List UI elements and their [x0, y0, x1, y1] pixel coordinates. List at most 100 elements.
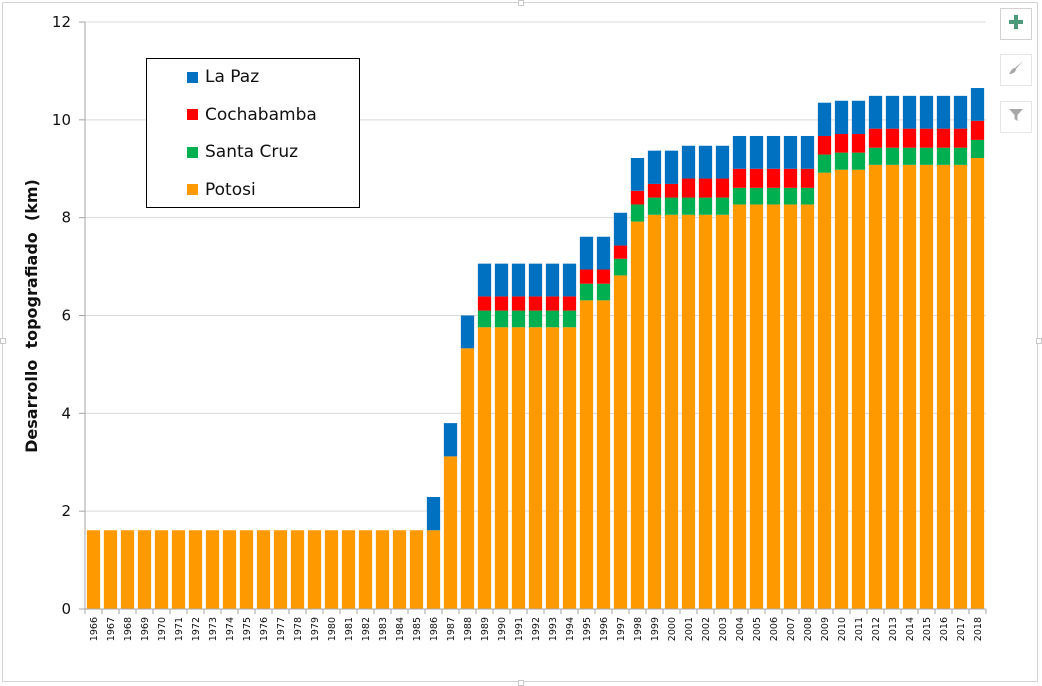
bar-segment-cochabamba[interactable] — [749, 168, 764, 188]
bar-segment-cochabamba[interactable] — [800, 168, 815, 188]
bar-segment-potosi[interactable] — [188, 530, 203, 609]
bar-segment-santa-cruz[interactable] — [562, 310, 577, 328]
bar-segment-potosi[interactable] — [664, 214, 679, 609]
bar-segment-potosi[interactable] — [902, 164, 917, 609]
bar-segment-santa-cruz[interactable] — [579, 283, 594, 301]
bar-segment-potosi[interactable] — [953, 164, 968, 609]
bar-segment-potosi[interactable] — [834, 169, 849, 609]
bar-segment-la-paz[interactable] — [511, 263, 526, 297]
bar-segment-cochabamba[interactable] — [613, 245, 628, 259]
bar-segment-cochabamba[interactable] — [528, 296, 543, 311]
bar-segment-potosi[interactable] — [494, 327, 509, 609]
bar-segment-potosi[interactable] — [154, 530, 169, 609]
bar-segment-la-paz[interactable] — [817, 102, 832, 136]
bar-segment-potosi[interactable] — [885, 164, 900, 609]
legend[interactable]: La Paz Cochabamba Santa Cruz Potosi — [146, 58, 360, 208]
bar-segment-potosi[interactable] — [851, 169, 866, 609]
bar-segment-santa-cruz[interactable] — [715, 197, 730, 215]
legend-item-la-paz[interactable]: La Paz — [187, 66, 259, 88]
bar-segment-la-paz[interactable] — [715, 145, 730, 179]
bar-segment-cochabamba[interactable] — [817, 135, 832, 155]
bar-segment-potosi[interactable] — [460, 348, 475, 609]
bar-segment-la-paz[interactable] — [749, 135, 764, 169]
bar-segment-potosi[interactable] — [528, 327, 543, 609]
resize-handle-left[interactable] — [0, 338, 6, 344]
bar-segment-la-paz[interactable] — [698, 145, 713, 179]
bar-segment-santa-cruz[interactable] — [970, 139, 985, 158]
bar-segment-la-paz[interactable] — [596, 236, 611, 270]
bar-segment-potosi[interactable] — [613, 275, 628, 609]
bar-segment-santa-cruz[interactable] — [664, 197, 679, 215]
bar-segment-santa-cruz[interactable] — [732, 187, 747, 205]
bar-segment-la-paz[interactable] — [953, 95, 968, 129]
bar-segment-santa-cruz[interactable] — [902, 147, 917, 165]
bar-segment-potosi[interactable] — [511, 327, 526, 609]
resize-handle-right[interactable] — [1036, 338, 1042, 344]
bar-segment-potosi[interactable] — [443, 456, 458, 609]
bar-segment-potosi[interactable] — [681, 214, 696, 609]
bar-segment-potosi[interactable] — [766, 204, 781, 609]
bar-segment-potosi[interactable] — [596, 300, 611, 609]
bar-segment-la-paz[interactable] — [562, 263, 577, 297]
bar-segment-cochabamba[interactable] — [579, 269, 594, 284]
bar-segment-la-paz[interactable] — [834, 100, 849, 135]
bar-segment-santa-cruz[interactable] — [783, 187, 798, 205]
bar-segment-potosi[interactable] — [800, 204, 815, 609]
bar-segment-cochabamba[interactable] — [953, 128, 968, 148]
bar-segment-cochabamba[interactable] — [477, 296, 492, 311]
bar-segment-la-paz[interactable] — [613, 212, 628, 246]
bar-segment-potosi[interactable] — [817, 172, 832, 609]
bar-segment-santa-cruz[interactable] — [613, 258, 628, 276]
bar-segment-santa-cruz[interactable] — [800, 187, 815, 205]
legend-item-santa-cruz[interactable]: Santa Cruz — [187, 141, 298, 163]
bar-segment-la-paz[interactable] — [494, 263, 509, 297]
bar-segment-santa-cruz[interactable] — [953, 147, 968, 165]
bar-segment-potosi[interactable] — [647, 214, 662, 609]
bar-segment-potosi[interactable] — [749, 204, 764, 609]
bar-segment-potosi[interactable] — [171, 530, 186, 609]
bar-segment-cochabamba[interactable] — [919, 128, 934, 148]
bar-segment-santa-cruz[interactable] — [834, 152, 849, 170]
bar-segment-santa-cruz[interactable] — [647, 197, 662, 215]
bar-segment-la-paz[interactable] — [885, 95, 900, 129]
bar-segment-cochabamba[interactable] — [511, 296, 526, 311]
bar-segment-santa-cruz[interactable] — [698, 197, 713, 215]
bar-segment-potosi[interactable] — [919, 164, 934, 609]
bar-segment-la-paz[interactable] — [902, 95, 917, 129]
bar-segment-santa-cruz[interactable] — [596, 283, 611, 301]
bar-segment-cochabamba[interactable] — [596, 269, 611, 284]
bar-segment-potosi[interactable] — [630, 221, 645, 609]
bar-segment-potosi[interactable] — [137, 530, 152, 609]
bar-segment-cochabamba[interactable] — [732, 168, 747, 188]
bar-segment-cochabamba[interactable] — [545, 296, 560, 311]
bar-segment-potosi[interactable] — [375, 530, 390, 609]
bar-segment-potosi[interactable] — [103, 530, 118, 609]
bar-segment-potosi[interactable] — [307, 530, 322, 609]
bar-segment-santa-cruz[interactable] — [919, 147, 934, 165]
bar-segment-la-paz[interactable] — [732, 135, 747, 169]
bar-segment-potosi[interactable] — [120, 530, 135, 609]
bar-segment-potosi[interactable] — [205, 530, 220, 609]
bar-segment-potosi[interactable] — [562, 327, 577, 609]
bar-segment-santa-cruz[interactable] — [885, 147, 900, 165]
bar-segment-santa-cruz[interactable] — [630, 204, 645, 222]
resize-handle-bottom[interactable] — [518, 680, 524, 686]
bar-segment-potosi[interactable] — [222, 530, 237, 609]
bar-segment-santa-cruz[interactable] — [936, 147, 951, 165]
bar-segment-cochabamba[interactable] — [766, 168, 781, 188]
bar-segment-la-paz[interactable] — [783, 135, 798, 169]
bar-segment-cochabamba[interactable] — [783, 168, 798, 188]
bar-segment-santa-cruz[interactable] — [681, 197, 696, 215]
bar-segment-cochabamba[interactable] — [885, 128, 900, 148]
bar-segment-la-paz[interactable] — [545, 263, 560, 297]
bar-segment-potosi[interactable] — [341, 530, 356, 609]
bar-segment-la-paz[interactable] — [936, 95, 951, 129]
legend-item-potosi[interactable]: Potosi — [187, 179, 256, 201]
bar-segment-potosi[interactable] — [358, 530, 373, 609]
bar-segment-potosi[interactable] — [324, 530, 339, 609]
bar-segment-potosi[interactable] — [392, 530, 407, 609]
bar-segment-cochabamba[interactable] — [936, 128, 951, 148]
bar-segment-potosi[interactable] — [936, 164, 951, 609]
bar-segment-cochabamba[interactable] — [681, 178, 696, 198]
chart-elements-button[interactable] — [1000, 8, 1032, 40]
